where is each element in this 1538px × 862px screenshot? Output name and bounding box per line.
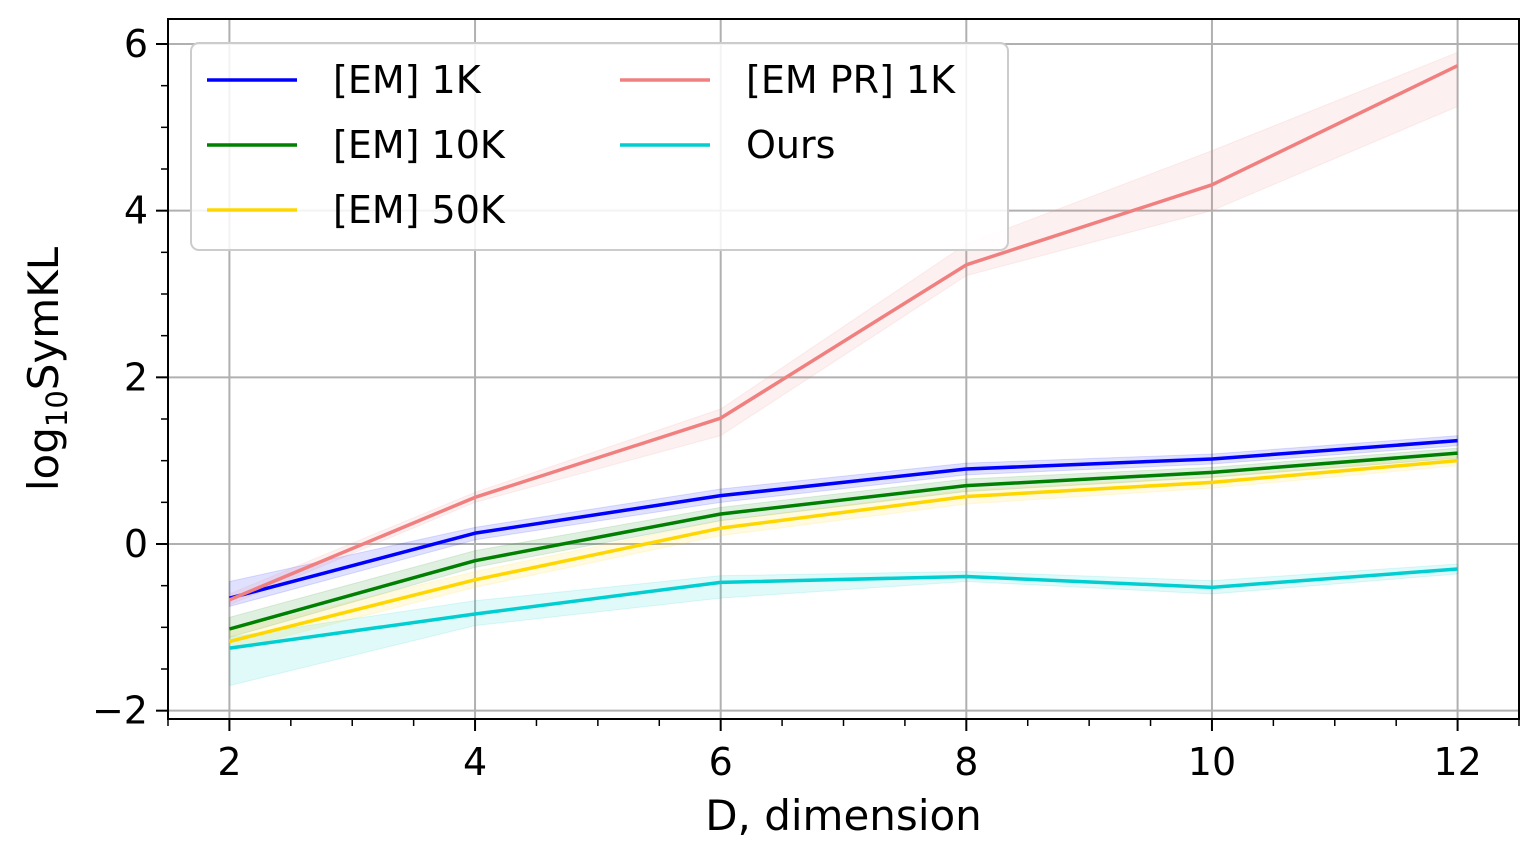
y-tick-label: 0 (124, 522, 148, 566)
legend: [EM] 1K [EM] 10K [EM] 50K [EM PR] 1K Ours (190, 42, 1009, 251)
x-tick-label: 10 (1188, 740, 1236, 784)
y-tick-label: −2 (92, 689, 148, 733)
x-tick-label: 12 (1433, 740, 1481, 784)
series-line (228, 64, 1459, 602)
axis-ticks (156, 43, 1520, 731)
x-tick-label: 8 (954, 740, 978, 784)
legend-box (190, 42, 1009, 251)
confidence-band (228, 447, 1459, 638)
confidence-band (228, 563, 1459, 687)
y-axis-label-rest: SymKL (19, 246, 68, 390)
legend-label: [EM] 10K (333, 123, 506, 167)
series-line (228, 458, 1458, 644)
legend-label: [EM] 50K (333, 188, 506, 232)
y-tick-label: 4 (124, 189, 148, 233)
x-axis-label: D, dimension (705, 791, 982, 840)
y-tick-label: 6 (124, 22, 148, 66)
confidence-band (228, 455, 1459, 652)
legend-label: [EM] 1K (333, 58, 482, 102)
x-tick-label: 6 (709, 740, 733, 784)
legend-label: Ours (746, 123, 835, 167)
confidence-band (228, 435, 1459, 608)
series-line (229, 567, 1458, 650)
y-axis-label-subscript: 10 (40, 390, 74, 427)
tick-labels: 2 4 6 8 10 12 −2 0 2 4 6 (92, 22, 1482, 784)
series-line (228, 451, 1458, 631)
y-axis-label-base: log (19, 427, 68, 491)
x-tick-label: 2 (217, 740, 241, 784)
y-axis-label: log10SymKL (19, 246, 74, 491)
x-tick-label: 4 (463, 740, 487, 784)
series-lines (228, 64, 1459, 650)
confidence-band (228, 51, 1459, 606)
series-line (228, 438, 1458, 600)
confidence-bands (228, 51, 1459, 687)
legend-label: [EM PR] 1K (746, 58, 956, 102)
y-tick-label: 2 (124, 355, 148, 399)
